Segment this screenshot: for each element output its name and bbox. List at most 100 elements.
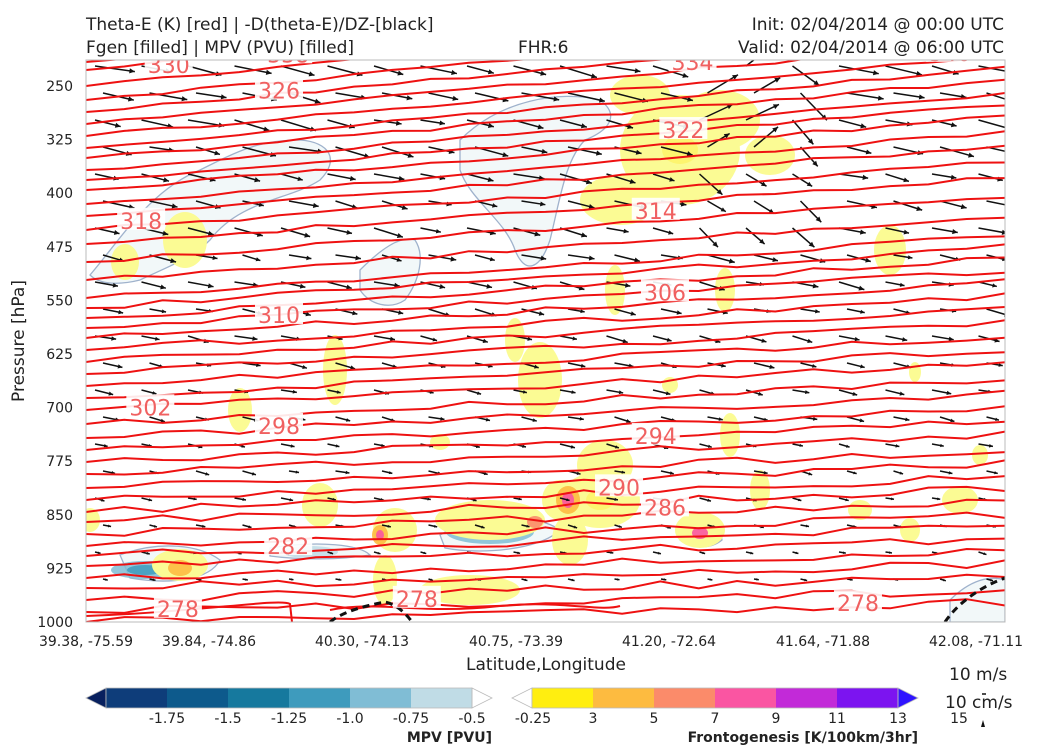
wind-vector-head xyxy=(580,123,587,129)
theta-e-line xyxy=(86,292,1005,351)
wind-vector-head xyxy=(758,391,763,396)
wind-vector-head xyxy=(952,229,958,235)
colorbar-tick-label: -1.25 xyxy=(271,711,307,727)
wind-vector-head xyxy=(576,471,581,475)
wind-vector-head xyxy=(676,310,682,315)
wind-vector-head xyxy=(345,418,351,422)
wind-vector-head xyxy=(265,69,272,75)
wind-vector-head xyxy=(990,578,994,582)
colorbar-frame xyxy=(531,687,899,709)
dtheta-dz-line xyxy=(329,600,414,622)
wind-vector xyxy=(707,74,739,94)
wind-vector-head xyxy=(983,552,987,556)
wind-vector-head xyxy=(160,284,166,290)
wind-vector-head xyxy=(728,258,735,264)
wind-vector-head xyxy=(1006,203,1012,208)
wind-vector-head xyxy=(854,336,860,342)
wind-vector-head xyxy=(263,126,270,132)
theta-e-line xyxy=(86,336,1005,387)
theta-e-line xyxy=(86,485,1005,523)
wind-vector-head xyxy=(845,444,850,448)
colorbar-tick-label: -1.0 xyxy=(336,711,363,727)
x-tick-label: 41.20, -72.64 xyxy=(622,634,716,650)
wind-vector-head xyxy=(686,151,693,157)
wind-vector-head xyxy=(540,70,547,76)
wind-vector-head xyxy=(335,444,340,448)
colorbar-tick-label: -0.25 xyxy=(515,711,551,727)
theta-e-label-bg xyxy=(659,117,708,140)
wind-vector-head xyxy=(534,231,541,237)
wind-vector-head xyxy=(595,150,602,156)
wind-vector-head xyxy=(806,181,813,187)
frontogenesis-colorbar: 3 5 7 9 11 13 15 xyxy=(511,687,968,727)
colorbar-segment xyxy=(654,688,716,708)
wind-vector-head xyxy=(807,138,814,145)
x-tick-label: 42.08, -71.11 xyxy=(929,634,1023,650)
wind-vector-head xyxy=(330,551,334,555)
wind-vector-head xyxy=(629,178,636,184)
wind-vector-head xyxy=(618,525,622,528)
wind-vector-head xyxy=(799,443,803,447)
wind-vector-head xyxy=(527,336,533,341)
wind-vector-head xyxy=(807,338,813,344)
wind-vector-head xyxy=(812,283,819,289)
wind-vector-head xyxy=(950,174,957,180)
fgen-core xyxy=(376,530,384,540)
wind-vector-head xyxy=(570,445,575,449)
theta-e-line xyxy=(86,430,1005,476)
theta-e-line xyxy=(86,177,1005,245)
theta-e-label-bg xyxy=(925,60,974,62)
wind-vector-head xyxy=(350,365,356,370)
wind-vector-head xyxy=(707,498,711,502)
wind-vector-head xyxy=(860,364,865,369)
wind-vector xyxy=(986,200,1005,206)
wind-vector-head xyxy=(395,120,402,126)
wind-vector-head xyxy=(397,70,404,76)
theta-e-label-bg xyxy=(631,422,680,445)
wind-vector-head xyxy=(1001,229,1005,235)
wind-vector-head xyxy=(862,174,869,180)
wind-vector-head xyxy=(804,390,810,395)
reference-vector-w-label: 10 cm/s xyxy=(945,693,1013,713)
wind-vector-head xyxy=(772,104,779,110)
wind-vector xyxy=(94,65,135,73)
wind-vector-head xyxy=(618,390,624,395)
wind-vector-head xyxy=(890,497,894,501)
wind-vector-head xyxy=(433,524,438,528)
wind-vector-head xyxy=(534,364,539,369)
wind-vector-head xyxy=(305,311,311,317)
colorbar-tick-label: 9 xyxy=(772,711,781,727)
wind-vector-head xyxy=(336,390,341,394)
theta-e-line xyxy=(86,420,1005,463)
wind-vector-head xyxy=(153,524,158,528)
wind-vector-head xyxy=(598,97,605,103)
header-title-line1: Theta-E (K) [red] | -D(theta-E)/DZ-[blac… xyxy=(85,15,434,35)
wind-vector-head xyxy=(769,364,775,369)
wind-vector-head xyxy=(338,578,342,581)
wind-vector xyxy=(335,146,371,158)
wind-vector-head xyxy=(937,497,941,501)
wind-vector-head xyxy=(304,232,311,238)
fgen-patch xyxy=(900,518,920,542)
theta-e-label-bg xyxy=(254,302,303,325)
theta-e-line xyxy=(86,60,667,113)
colorbar-tick-label: -0.5 xyxy=(458,711,485,727)
wind-vector-head xyxy=(396,257,402,262)
wind-vector-head xyxy=(948,336,954,342)
wind-vector xyxy=(978,65,1005,72)
x-tick-label: 41.64, -71.88 xyxy=(776,634,870,650)
wind-vector-head xyxy=(702,551,706,555)
theta-e-label-bg xyxy=(126,394,175,417)
wind-vector-head xyxy=(290,578,294,581)
wind-vector-head xyxy=(903,229,910,235)
wind-vector-head xyxy=(772,126,779,133)
colorbar-tick-label: -1.5 xyxy=(214,711,241,727)
wind-vector xyxy=(660,146,693,156)
wind-vector-head xyxy=(761,338,767,343)
theta-e-label-bg xyxy=(117,207,166,230)
wind-vector-head xyxy=(992,283,997,288)
wind-vector-head xyxy=(852,391,858,396)
theta-e-label: 346 xyxy=(929,42,971,67)
y-axis-label: Pressure [hPa] xyxy=(9,280,29,402)
